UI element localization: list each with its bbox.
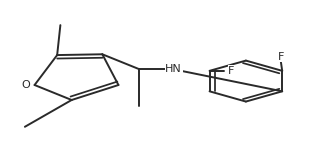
Text: O: O (21, 80, 30, 90)
Text: F: F (228, 66, 235, 76)
Text: F: F (277, 52, 284, 62)
Text: HN: HN (165, 64, 182, 74)
